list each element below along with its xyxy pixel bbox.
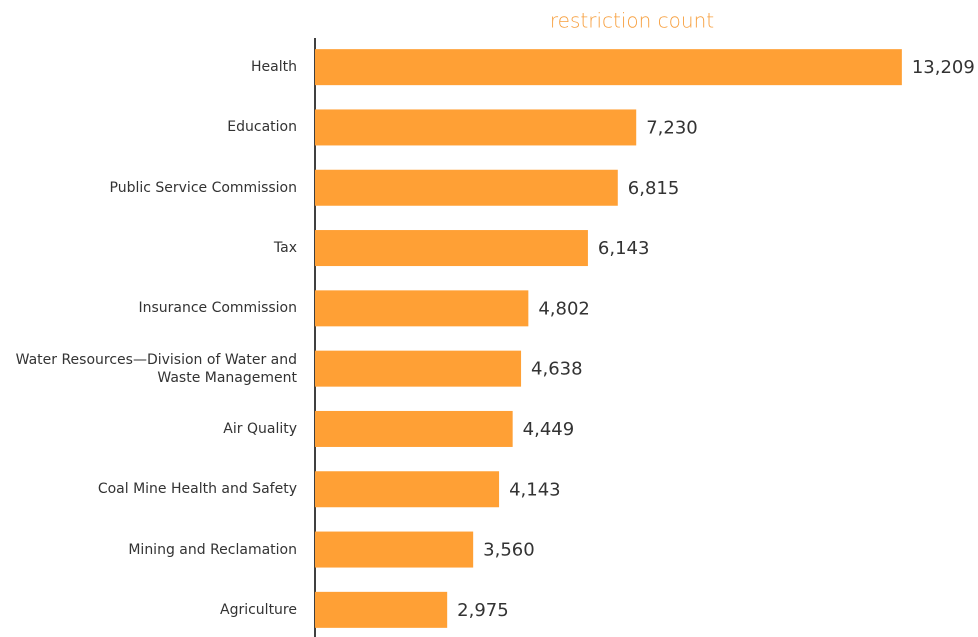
category-label: Insurance Commission [138, 300, 297, 317]
bar [315, 471, 500, 508]
category-label: Health [251, 59, 297, 76]
bar [315, 290, 529, 327]
chart-title: restriction count [550, 9, 714, 33]
category-label: Mining and Reclamation [128, 541, 297, 558]
value-label: 4,449 [523, 419, 575, 440]
bar [315, 531, 474, 568]
category-label: Education [227, 119, 297, 136]
value-label: 4,143 [509, 479, 561, 500]
bar [315, 49, 902, 86]
value-label: 4,638 [531, 359, 583, 380]
category-label: Tax [273, 240, 297, 257]
bar [315, 169, 618, 206]
bar [315, 109, 637, 146]
category-label: Air Quality [223, 420, 297, 437]
bar [315, 410, 513, 447]
category-label: Water Resources—Division of Water and Wa… [15, 351, 297, 386]
value-label: 6,143 [598, 238, 650, 259]
bar [315, 591, 448, 628]
value-label: 13,209 [912, 57, 975, 78]
value-label: 6,815 [628, 178, 680, 199]
value-label: 2,975 [457, 600, 509, 621]
value-label: 3,560 [483, 540, 535, 561]
value-label: 4,802 [538, 298, 590, 319]
value-label: 7,230 [646, 117, 698, 138]
bar [315, 350, 522, 387]
category-label: Coal Mine Health and Safety [97, 481, 297, 498]
category-label: Agriculture [220, 601, 297, 618]
bar [315, 230, 588, 267]
category-label: Public Service Commission [109, 179, 298, 196]
